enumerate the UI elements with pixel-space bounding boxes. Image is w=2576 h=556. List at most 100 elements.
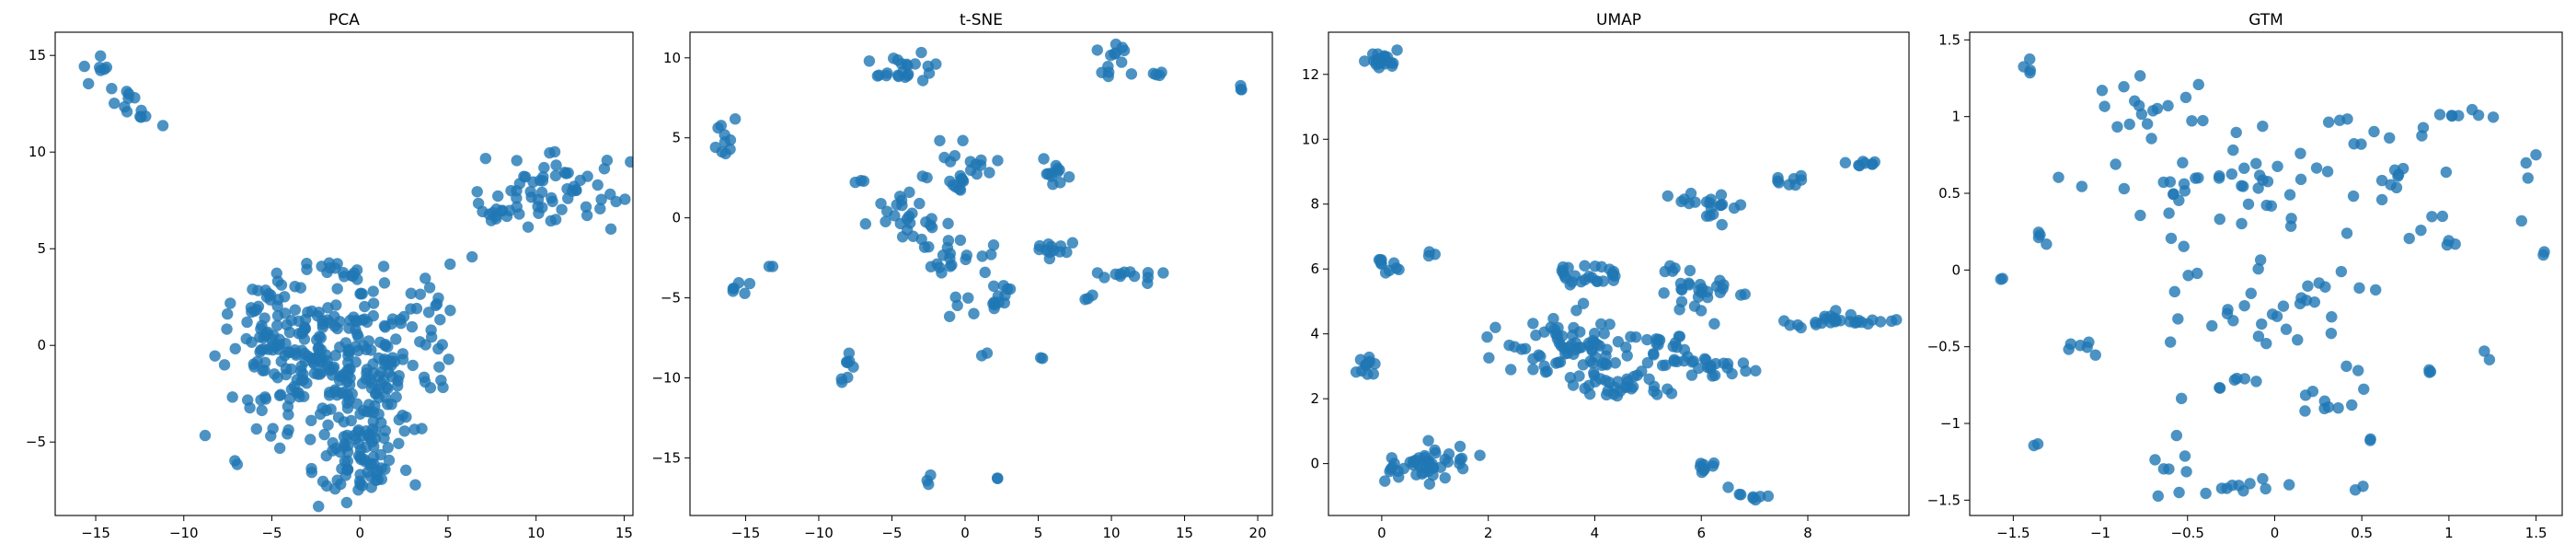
scatter-point (1418, 467, 1430, 479)
scatter-point (199, 429, 212, 442)
scatter-point (432, 342, 444, 355)
scatter-point (331, 474, 343, 486)
scatter-point (1350, 365, 1363, 378)
scatter-point (293, 315, 305, 328)
scatter-point (2206, 319, 2218, 332)
scatter-point (2260, 337, 2272, 350)
scatter-point (2165, 232, 2178, 245)
scatter-point (1604, 319, 1616, 330)
scatter-point (2358, 383, 2370, 395)
scatter-point (739, 287, 751, 299)
scatter-point (1570, 343, 1581, 356)
scatter-point (288, 380, 300, 393)
scatter-point (1541, 365, 1553, 377)
scatter-point (322, 302, 334, 314)
scatter-point (1594, 373, 1606, 385)
scatter-point (420, 339, 431, 351)
scatter-point (993, 296, 1005, 308)
scatter-point (2353, 282, 2365, 295)
scatter-point (942, 217, 954, 230)
x-tick-label: 2 (1484, 525, 1493, 541)
x-tick-label: −10 (169, 525, 199, 541)
scatter-point (338, 431, 351, 443)
scatter-point (880, 69, 892, 82)
axes-frame (1328, 31, 1910, 516)
y-tick-label: −15 (651, 449, 681, 466)
scatter-point (1427, 462, 1440, 474)
scatter-point (282, 400, 294, 412)
scatter-point (2141, 118, 2154, 130)
scatter-point (1869, 156, 1880, 168)
scatter-point (2250, 157, 2262, 169)
scatter-point (2277, 300, 2290, 312)
scatter-point (1559, 272, 1572, 284)
y-tick-label: 1.5 (1938, 31, 1961, 48)
scatter-point (1098, 272, 1110, 284)
scatter-point (298, 347, 311, 360)
scatter-point (218, 359, 231, 371)
scatter-point (377, 261, 390, 272)
scatter-point (2347, 190, 2360, 203)
scatter-point (1656, 359, 1669, 372)
scatter-point (244, 401, 256, 414)
scatter-point (1643, 373, 1655, 386)
scatter-point (921, 474, 933, 487)
scatter-point (95, 50, 107, 63)
scatter-point (763, 261, 776, 272)
scatter-point (391, 379, 404, 392)
scatter-point (1362, 368, 1374, 380)
scatter-point (2238, 299, 2250, 312)
scatter-point (2133, 99, 2145, 112)
scatter-point (859, 218, 872, 230)
scatter-point (1456, 462, 1469, 475)
scatter-point (252, 300, 265, 313)
scatter-point (719, 136, 731, 148)
scatter-point (2180, 466, 2192, 478)
scatter-point (385, 318, 397, 330)
scatter-point (1715, 189, 1728, 201)
scatter-point (382, 354, 395, 367)
scatter-point (1607, 265, 1620, 278)
scatter-point (1527, 318, 1539, 330)
scatter-point (352, 449, 365, 462)
scatter-point (2375, 174, 2388, 187)
scatter-point (992, 155, 1004, 167)
scatter-point (266, 340, 278, 353)
scatter-point (594, 203, 606, 214)
scatter-point (367, 285, 379, 297)
scatter-point (1379, 54, 1391, 66)
scatter-point (246, 336, 258, 348)
scatter-point (987, 239, 1000, 251)
y-tick-label: 0 (672, 210, 681, 226)
scatter-point (1795, 174, 1808, 186)
scatter-point (273, 389, 286, 401)
scatter-point (2252, 330, 2265, 342)
scatter-point (1668, 355, 1680, 367)
x-tick-label: −5 (881, 525, 902, 541)
scatter-point (2076, 180, 2088, 192)
scatter-point (313, 500, 325, 513)
scatter-point (2186, 115, 2198, 127)
scatter-point (923, 67, 936, 79)
scatter-point (221, 307, 234, 320)
scatter-point (527, 176, 539, 188)
scatter-point (1995, 273, 2007, 285)
scatter-point (316, 355, 328, 368)
scatter-point (2415, 224, 2427, 237)
scatter-point (2173, 486, 2185, 499)
x-tick-label: 0 (960, 525, 970, 541)
scatter-point (2214, 169, 2225, 182)
scatter-point (1722, 481, 1734, 493)
scatter-point (2225, 168, 2238, 180)
scatter-point (2178, 240, 2190, 252)
x-tick-label: 15 (615, 525, 633, 541)
scatter-point (595, 193, 607, 205)
x-tick-label: −1 (2090, 525, 2110, 541)
scatter-point (2416, 130, 2428, 142)
scatter-point (471, 186, 483, 198)
scatter-point (1673, 330, 1686, 342)
scatter-point (2349, 483, 2362, 496)
scatter-point (1004, 283, 1017, 295)
scatter-point (2134, 209, 2146, 222)
scatter-point (1583, 388, 1596, 400)
